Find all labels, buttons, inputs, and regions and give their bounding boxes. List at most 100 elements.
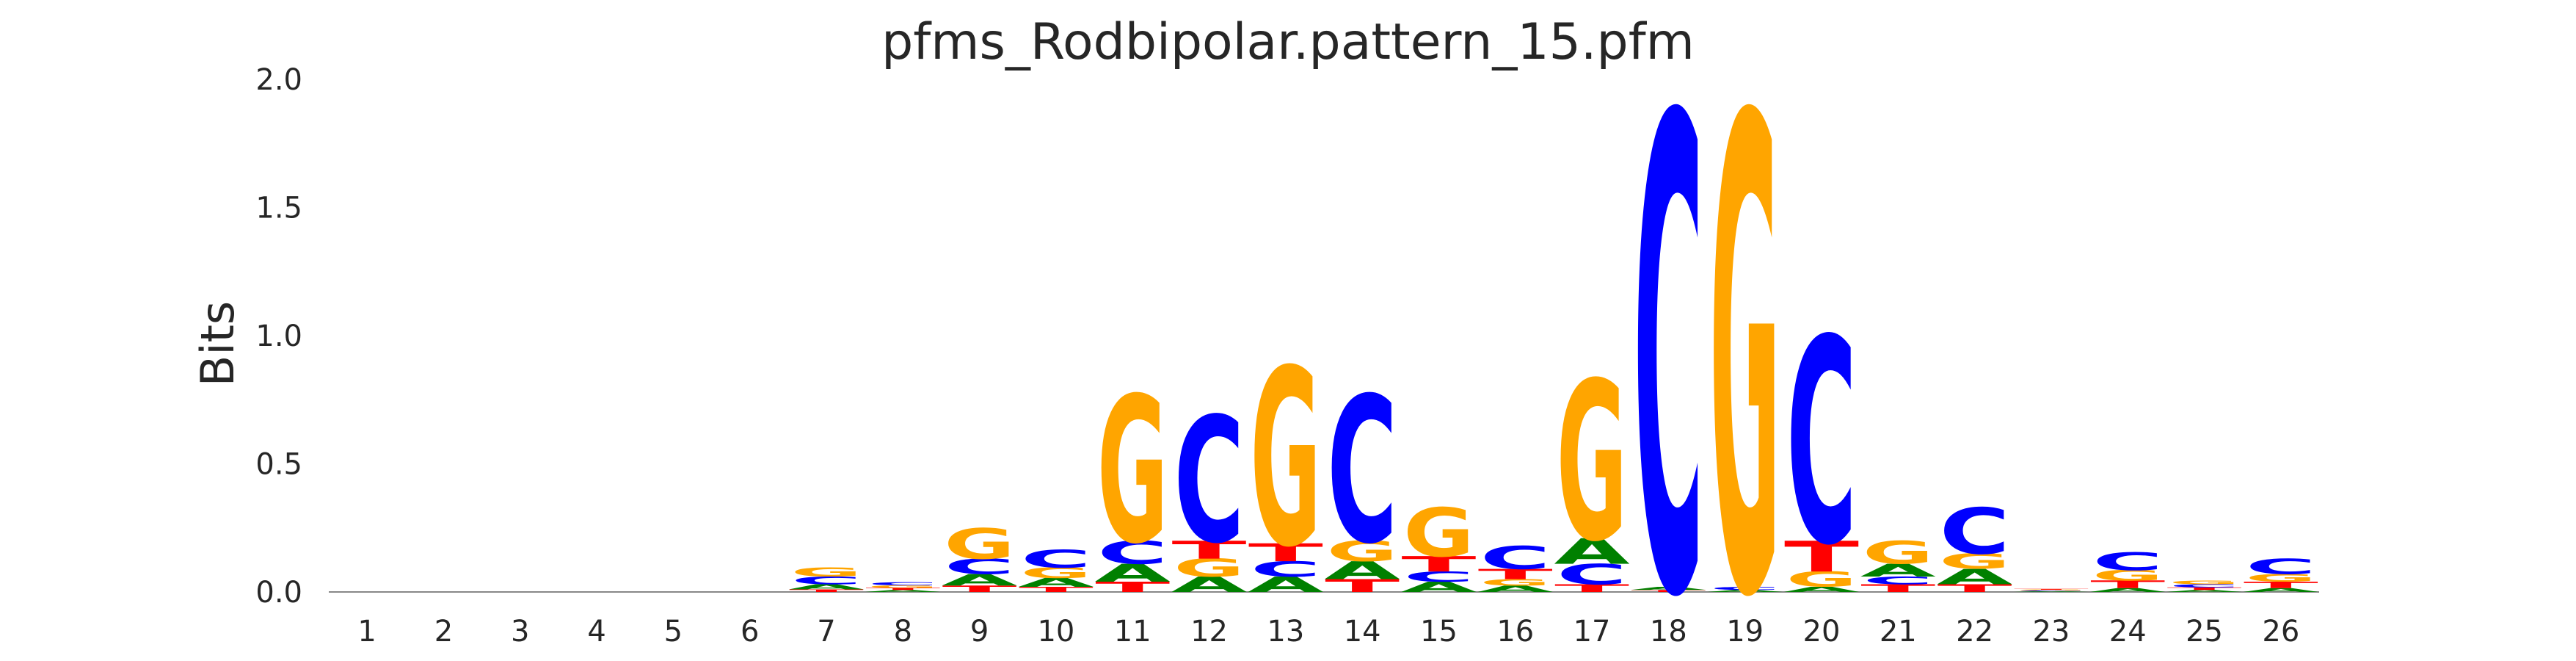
logo-letter-C: C [867,582,938,587]
x-tick-label: 25 [2186,615,2223,649]
logo-letter-A: A [1248,572,1324,597]
x-tick-label: 22 [1956,615,1993,649]
logo-letter-G: G [1709,0,1780,661]
y-axis-label: Bits [191,301,244,386]
logo-letter-G: G [2092,568,2164,584]
logo-letter-G: G [944,519,1015,568]
x-tick-label: 12 [1190,615,1228,649]
logo-letter-G: G [1863,535,1934,571]
logo-letter-T: T [942,584,1017,594]
logo-letter-A: A [1554,531,1630,572]
logo-letter-C: C [1863,574,1933,587]
logo-letter-C: C [2092,547,2163,576]
logo-letter-C: C [1174,381,1244,582]
logo-letter-G: G [1480,577,1551,588]
logo-letter-C: C [1021,545,1091,574]
y-tick-label: 1.0 [255,319,302,353]
x-tick-label: 7 [817,615,835,649]
logo-letter-G: G [1403,494,1474,571]
logo-letter-A: A [788,583,864,591]
logo-letter-T: T [1172,535,1247,564]
x-tick-label: 17 [1573,615,1611,649]
logo-letter-C: C [1097,535,1168,571]
x-tick-label: 4 [587,615,605,649]
logo-letter-C: C [1557,558,1627,591]
x-tick-label: 14 [1344,615,1381,649]
logo-letter-A: A [2166,589,2242,592]
logo-letter-G: G [791,566,862,579]
logo-letter-A: A [1095,559,1171,588]
logo-letter-T: T [1019,585,1094,593]
logo-letter-T: T [1095,579,1170,595]
logo-letter-G: G [1939,549,2010,574]
logo-letter-G: G [1097,355,1168,588]
logo-letter-A: A [1937,565,2013,590]
x-tick-label: 11 [1114,615,1151,649]
x-tick-label: 15 [1420,615,1458,649]
chart-title: pfms_Rodbipolar.pattern_15.pfm [881,13,1695,71]
logo-letter-C: C [1940,495,2010,568]
x-tick-label: 18 [1650,615,1687,649]
y-tick-label: 0.5 [255,448,302,482]
logo-letter-T: T [2090,579,2165,591]
logo-letter-A: A [1631,586,1706,591]
logo-letter-G: G [1786,568,1858,592]
x-tick-label: 5 [664,615,683,649]
logo-letter-A: A [942,571,1017,589]
logo-letter-T: T [1401,552,1476,577]
logo-letter-A: A [1401,579,1477,595]
x-tick-label: 26 [2262,615,2299,649]
logo-letter-T: T [1860,582,1935,595]
x-axis: 1 2 3 4 5 6 7 8 9 10 11 12 13 14 15 16 17 18 19 20 21 22 23 24 2… [329,591,2319,649]
logo-letter-T: T [1631,589,1706,592]
logo-letter-T: T [865,588,940,590]
logo-letter-T: T [1784,532,1859,582]
logo-letter-A: A [2090,587,2166,593]
x-tick-label: 16 [1496,615,1534,649]
x-tick-label: 3 [511,615,529,649]
logo-letter-G: G [1174,555,1245,583]
x-tick-label: 20 [1803,615,1841,649]
logo-letter-A: A [1324,557,1400,585]
logo-letter-A: A [1707,589,1783,592]
logo-letter-C: C [1327,355,1397,588]
logo-letter-A: A [2013,591,2089,593]
logo-letter-A: A [1860,560,1936,581]
logo-letter-T: T [1938,582,2012,595]
y-tick-label: 0.0 [255,576,302,610]
logo-letter-A: A [1171,572,1248,597]
x-tick-label: 24 [2109,615,2147,649]
y-tick-label: 1.5 [255,192,302,225]
logo-letter-A: A [1018,576,1094,590]
logo-letter-T: T [789,589,864,593]
x-tick-label: 6 [741,615,759,649]
logo-letter-C: C [1480,540,1551,577]
logo-letter-C: C [1403,568,1474,585]
logo-letter-C: C [945,555,1015,579]
y-axis: 0.0 0.5 1.0 1.5 2.0 [255,63,302,610]
x-tick-label: 10 [1037,615,1074,649]
logo-letter-G: G [1021,565,1092,581]
x-tick-label: 23 [2032,615,2070,649]
logo-letter-C: C [1786,281,1857,608]
y-tick-label: 2.0 [255,63,302,97]
logo-letter-C: C [2016,590,2086,592]
logo-letter-A: A [1783,585,1859,593]
logo-letter-C: C [791,574,862,587]
x-tick-label: 1 [357,615,376,649]
x-tick-label: 8 [894,615,912,649]
logo-letter-C: C [1251,557,1321,582]
x-tick-label: 13 [1267,615,1304,649]
logo-letter-C: C [1710,586,1780,591]
x-tick-label: 19 [1726,615,1764,649]
logo-letter-G: G [867,585,939,589]
logo-letter-G: G [1250,319,1321,602]
logo-letter-T: T [2014,589,2089,590]
logo-letter-G: G [2169,579,2240,585]
x-tick-label: 9 [970,615,989,649]
logo-letter-G: G [1557,336,1628,590]
logo-letter-T: T [2244,580,2318,590]
logo-letter-T: T [1478,566,1553,582]
